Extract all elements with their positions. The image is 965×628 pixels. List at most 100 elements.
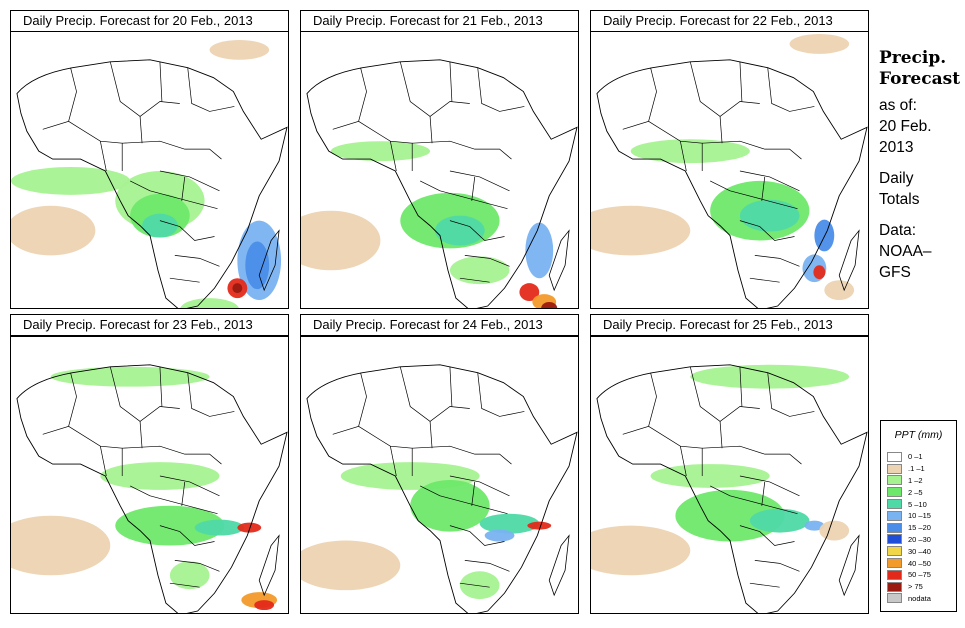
precip-field — [591, 33, 868, 308]
legend-item: 50 –75 — [887, 569, 931, 581]
legend-label: > 75 — [908, 582, 923, 592]
precip-area — [519, 283, 540, 302]
precip-area — [410, 479, 490, 532]
precip-area — [813, 265, 826, 280]
country-border — [100, 446, 107, 477]
caption-totals-line2: Totals — [879, 191, 920, 208]
legend-label: 0 –1 — [908, 452, 923, 462]
country-border — [464, 255, 510, 267]
legend-rows: 0 –1 .1 –1 1 –2 2 –5 5 –10 10 –15 15 –20 20 –30… — [887, 451, 931, 604]
country-border — [149, 190, 218, 210]
country-border — [181, 481, 186, 506]
legend-swatch — [887, 558, 902, 569]
country-border — [439, 190, 508, 210]
madagascar-outline — [838, 534, 860, 597]
panel-title-4: Daily Precip. Forecast for 23 Feb., 2013 — [10, 314, 289, 336]
precip-area — [11, 167, 131, 195]
precip-area — [245, 241, 270, 290]
country-border — [399, 61, 470, 117]
country-border — [739, 475, 800, 497]
legend-swatch — [887, 569, 902, 580]
coastline — [306, 364, 578, 613]
precip-area — [11, 515, 111, 576]
legend-item: 10 –15 — [887, 510, 931, 522]
country-border — [739, 366, 743, 407]
country-border — [390, 446, 397, 477]
country-border — [754, 560, 800, 572]
legend-label: 10 –15 — [908, 511, 931, 521]
country-border — [122, 445, 222, 465]
precip-area — [650, 464, 770, 488]
caption-title-line1: Precip. — [879, 48, 947, 68]
caption-asof: as of: — [879, 97, 917, 114]
caption-date-line1: 20 Feb. — [879, 118, 932, 135]
precip-area — [435, 215, 485, 246]
country-border — [187, 372, 235, 417]
precip-map-3 — [590, 31, 869, 309]
country-border — [449, 220, 505, 241]
madagascar-outline — [838, 229, 860, 292]
country-border — [169, 277, 200, 283]
precip-area — [142, 213, 178, 238]
precip-area — [100, 462, 220, 490]
country-border — [68, 121, 123, 171]
ppt-legend: PPT (mm) 0 –1 .1 –1 1 –2 2 –5 5 –10 10 –15 15 … — [880, 420, 957, 612]
coastline — [16, 364, 288, 613]
legend-label: 5 –10 — [908, 499, 927, 509]
legend-item: 20 –30 — [887, 534, 931, 546]
country-border — [139, 421, 143, 449]
precip-field — [11, 39, 288, 308]
country-border — [149, 495, 218, 515]
country-border — [449, 366, 453, 407]
legend-item: 1 –2 — [887, 475, 931, 487]
country-border — [477, 67, 525, 112]
country-border — [412, 140, 512, 160]
country-border — [181, 176, 186, 201]
precip-field — [301, 59, 578, 308]
country-border — [429, 116, 433, 144]
legend-swatch — [887, 463, 902, 474]
legend-label: 50 –75 — [908, 570, 931, 580]
precip-area — [237, 522, 262, 533]
country-border — [68, 426, 123, 476]
country-border — [729, 495, 798, 515]
country-border — [159, 61, 163, 102]
country-border — [187, 67, 235, 112]
coastline — [16, 59, 288, 308]
country-border — [129, 180, 151, 192]
legend-item: 30 –40 — [887, 545, 931, 557]
precip-map-2 — [300, 31, 579, 309]
country-border — [680, 141, 687, 172]
legend-label: 30 –40 — [908, 546, 931, 556]
precip-area — [180, 298, 239, 308]
country-border — [689, 61, 760, 117]
country-border — [648, 121, 703, 171]
precip-map-6 — [590, 336, 869, 614]
legend-label: 40 –50 — [908, 558, 931, 568]
precip-map-5 — [300, 336, 579, 614]
precip-map-1 — [10, 31, 289, 309]
precip-area — [819, 520, 850, 541]
country-border — [332, 372, 367, 435]
precip-field — [301, 364, 578, 613]
madagascar-outline — [548, 229, 570, 292]
precip-area — [824, 280, 855, 301]
legend-item: 0 –1 — [887, 451, 931, 463]
precip-area — [541, 302, 558, 308]
country-border — [719, 116, 723, 144]
legend-swatch — [887, 487, 902, 498]
caption-source-line1: NOAA– — [879, 243, 932, 260]
country-border — [459, 582, 490, 588]
precip-area — [479, 513, 540, 534]
panel-title-1: Daily Precip. Forecast for 20 Feb., 2013 — [10, 10, 289, 32]
country-border — [739, 61, 743, 102]
caption-totals-line1: Daily — [879, 170, 914, 187]
legend-item: 5 –10 — [887, 498, 931, 510]
legend-item: 2 –5 — [887, 486, 931, 498]
country-border — [471, 481, 476, 506]
country-border — [622, 372, 657, 435]
legend-swatch — [887, 522, 902, 533]
coastline — [596, 364, 868, 613]
country-border — [449, 525, 505, 546]
precip-area — [209, 39, 270, 60]
